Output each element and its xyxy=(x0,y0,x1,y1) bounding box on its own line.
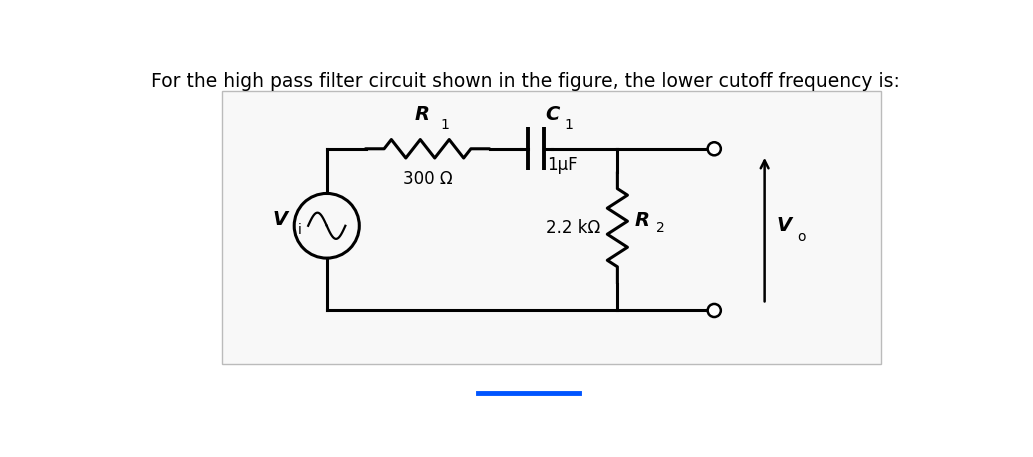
Text: 2: 2 xyxy=(656,221,665,235)
Text: V: V xyxy=(273,210,288,229)
Text: i: i xyxy=(298,223,302,237)
Text: 1: 1 xyxy=(565,118,573,132)
Text: For the high pass filter circuit shown in the figure, the lower cutoff frequency: For the high pass filter circuit shown i… xyxy=(151,72,900,91)
Text: 2.2 kΩ: 2.2 kΩ xyxy=(546,219,600,237)
Circle shape xyxy=(708,304,721,317)
Text: o: o xyxy=(797,230,806,244)
Text: 1μF: 1μF xyxy=(546,156,577,175)
Circle shape xyxy=(708,142,721,155)
Text: 300 Ω: 300 Ω xyxy=(403,170,452,188)
Text: C: C xyxy=(545,105,560,124)
Text: R: R xyxy=(414,105,430,124)
Text: 1: 1 xyxy=(441,118,449,132)
Text: R: R xyxy=(634,211,650,229)
Text: V: V xyxy=(776,216,791,235)
FancyBboxPatch shape xyxy=(222,91,881,364)
